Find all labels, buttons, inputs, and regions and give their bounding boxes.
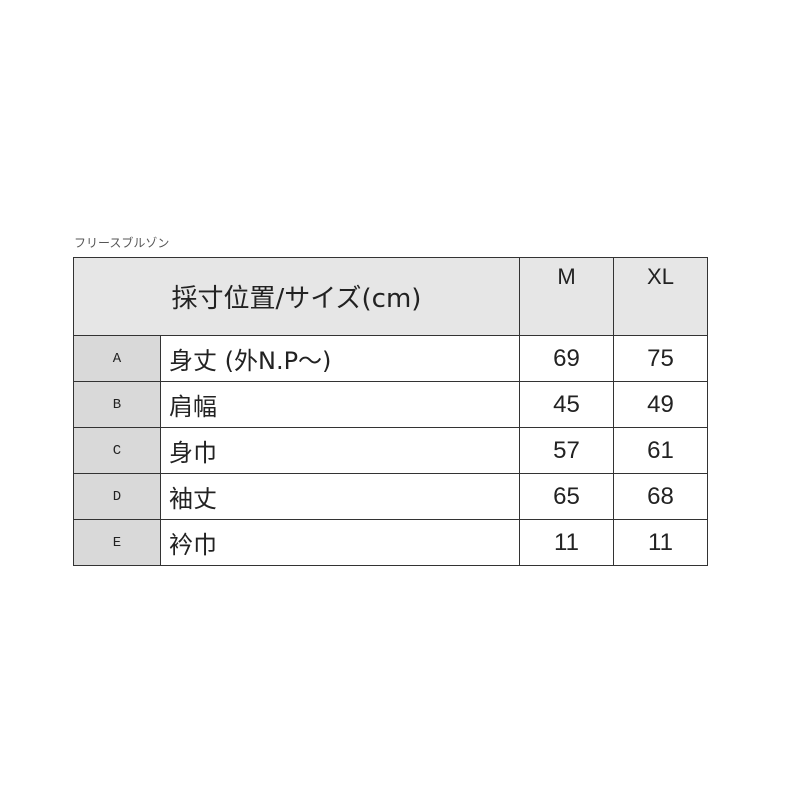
header-measurement: 採寸位置/サイズ(cm) [73,257,520,336]
row-name: 衿巾 [160,519,520,566]
row-name: 身丈 (外N.P〜) [160,335,520,382]
header-size-xl: XL [613,257,708,336]
value-m: 57 [519,427,614,474]
value-m: 11 [519,519,614,566]
value-xl: 49 [613,381,708,428]
table-row: A 身丈 (外N.P〜) 69 75 [73,335,708,382]
table-caption: フリースブルゾン [74,236,170,250]
row-name: 身巾 [160,427,520,474]
row-name: 肩幅 [160,381,520,428]
row-letter: D [73,473,161,520]
table-row: C 身巾 57 61 [73,427,708,474]
table-row: E 衿巾 11 11 [73,519,708,566]
row-letter: B [73,381,161,428]
header-row: 採寸位置/サイズ(cm) M XL [73,257,708,336]
table-row: D 袖丈 65 68 [73,473,708,520]
value-m: 65 [519,473,614,520]
value-xl: 75 [613,335,708,382]
value-m: 69 [519,335,614,382]
row-letter: C [73,427,161,474]
row-name: 袖丈 [160,473,520,520]
value-m: 45 [519,381,614,428]
table-row: B 肩幅 45 49 [73,381,708,428]
row-letter: E [73,519,161,566]
row-letter: A [73,335,161,382]
value-xl: 11 [613,519,708,566]
value-xl: 68 [613,473,708,520]
size-table: 採寸位置/サイズ(cm) M XL A 身丈 (外N.P〜) 69 75 B 肩幅… [73,257,708,566]
value-xl: 61 [613,427,708,474]
header-size-m: M [519,257,614,336]
